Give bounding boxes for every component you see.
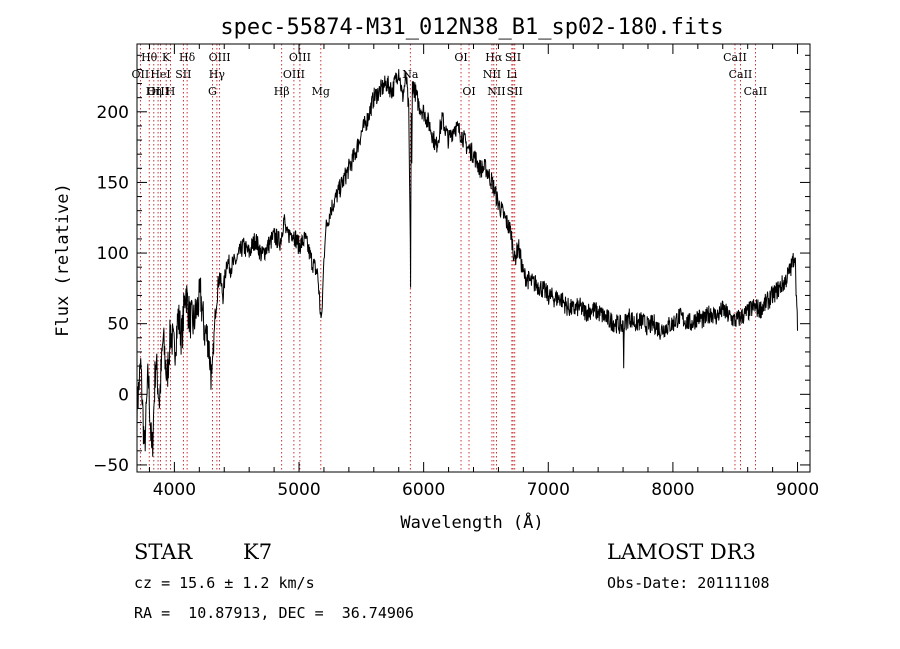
chart-title: spec-55874-M31_012N38_B1_sp02-180.fits	[220, 15, 723, 40]
spectral-line-label: Na	[402, 68, 419, 81]
spectral-line-label: Li	[506, 68, 517, 81]
x-tick-label: 7000	[527, 480, 570, 500]
x-tick-label: 8000	[651, 480, 694, 500]
y-tick-label: 150	[97, 173, 129, 193]
spectral-line-label: G	[208, 85, 217, 98]
spectral-line-label: Hγ	[209, 68, 226, 81]
spectral-line-label: OIII	[283, 68, 305, 81]
spectral-line-label: OI	[462, 85, 475, 98]
spectral-line-label: Hα	[485, 51, 503, 64]
spectral-line-label: OIII	[209, 51, 231, 64]
y-tick-label: −50	[93, 456, 129, 476]
y-tick-label: 200	[97, 103, 129, 123]
spectral-line-label: Hβ	[274, 85, 290, 98]
spectral-line-label: Hθ	[141, 51, 158, 64]
spectral-line-label: SII	[505, 51, 521, 64]
spectral-line-label: Hδ	[179, 51, 196, 64]
y-tick-label: 50	[107, 315, 129, 335]
spectral-line-label: H	[166, 85, 176, 98]
coordinates: RA = 10.87913, DEC = 36.74906	[134, 604, 414, 622]
x-tick-label: 6000	[402, 480, 445, 500]
spectral-line-label: OI	[454, 51, 467, 64]
object-class: STAR	[134, 540, 193, 564]
spectral-line-label: NII	[487, 85, 505, 98]
spectral-line-label: HeI	[150, 68, 170, 81]
spectral-line-label: CaII	[723, 51, 747, 64]
flux-series-line	[136, 69, 798, 457]
spectral-line-label: CaII	[744, 85, 768, 98]
x-tick-label: 9000	[776, 480, 819, 500]
spectral-line-label: OIII	[289, 51, 311, 64]
y-tick-label: 100	[97, 244, 129, 264]
plot-frame	[136, 43, 811, 473]
spectral-line-label: SII	[507, 85, 523, 98]
spectral-line-label: OII	[132, 68, 150, 81]
y-tick-label: 0	[118, 385, 129, 405]
spectral-line-label: NII	[483, 68, 501, 81]
spectral-line-label: Mg	[312, 85, 330, 98]
survey-name: LAMOST DR3	[607, 540, 756, 564]
observation-date: Obs-Date: 20111108	[607, 574, 770, 592]
redshift-cz: cz = 15.6 ± 1.2 km/s	[134, 574, 315, 592]
x-tick-label: 5000	[277, 480, 320, 500]
spectral-line-label: Hη	[146, 85, 162, 98]
spectral-line-label: K	[162, 51, 171, 64]
spectral-line-label: OIII	[147, 85, 169, 98]
x-axis-label: Wavelength (Å)	[400, 511, 543, 533]
y-axis-label: Flux (relative)	[53, 183, 73, 337]
spectral-line-label: SII	[175, 68, 191, 81]
x-tick-label: 4000	[153, 480, 196, 500]
spectral-line-label: CaII	[729, 68, 753, 81]
object-subclass: K7	[243, 540, 273, 564]
